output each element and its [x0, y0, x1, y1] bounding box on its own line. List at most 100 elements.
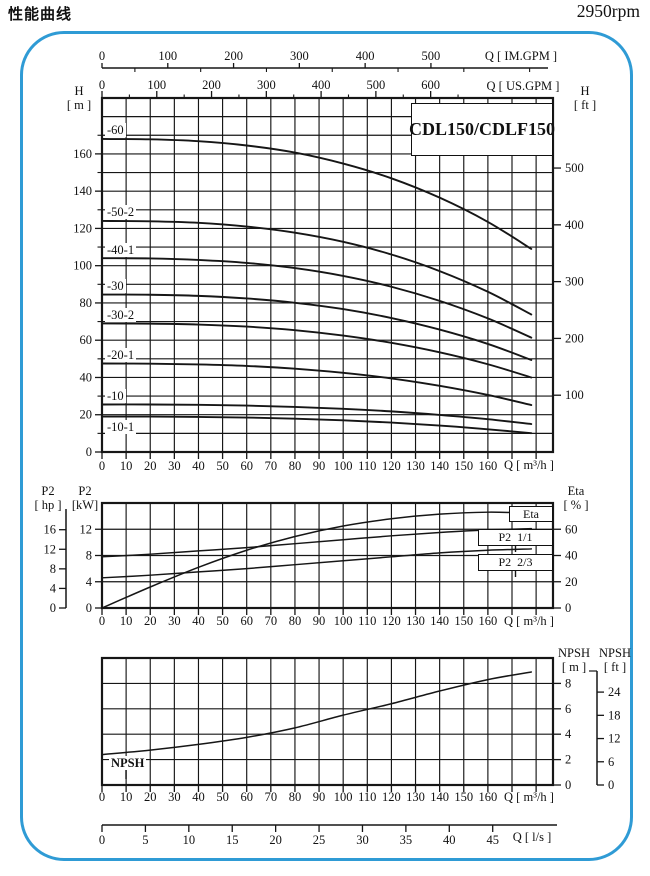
q-ls-tick-label: 5 [142, 833, 148, 847]
h-m-tick-label: 160 [73, 147, 92, 161]
q-ls-axis-label: Q [ l/s ] [512, 830, 552, 844]
mid-chart-xtick-label: 90 [313, 614, 326, 628]
npsh-chart-xtick-label: 40 [192, 790, 205, 804]
p2-hp-tick-label: 8 [50, 562, 56, 576]
main-chart-xtick-label: 70 [265, 459, 278, 473]
mid-chart-xtick-label: 110 [358, 614, 376, 628]
eta-tick-label: 40 [565, 549, 578, 563]
mid-chart-xtick-label: 150 [454, 614, 473, 628]
h-m-tick-label: 80 [80, 296, 93, 310]
npsh-m-axis-header: NPSH [ m ] [552, 646, 596, 674]
p2-hp-name: P2 [41, 484, 55, 498]
p2-kw-axis-header: P2 [kW] [65, 484, 105, 512]
im-gpm-tick-label: 0 [99, 49, 105, 63]
main-chart-xtick-label: 150 [454, 459, 473, 473]
npsh-chart-xtick-label: 150 [454, 790, 473, 804]
q-ls-tick-label: 20 [269, 833, 282, 847]
p2-hp-tick-label: 12 [44, 542, 57, 556]
p2-kw-tick-label: 12 [80, 522, 93, 536]
npsh-chart-xtick-label: 0 [99, 790, 105, 804]
mid-curve-P2-1/1 [101, 527, 533, 558]
head-ft-name: H [580, 84, 590, 98]
eta-unit: [ % ] [563, 498, 589, 512]
npsh-q-m3h-label: Q [ m³/h ] [504, 790, 554, 804]
npsh-chart-xtick-label: 110 [358, 790, 376, 804]
main-chart-border [100, 96, 555, 454]
q-ls-tick-label: 45 [486, 833, 499, 847]
p2-kw-unit: [kW] [71, 498, 99, 512]
us-gpm-axis-label: Q [ US.GPM ] [486, 79, 560, 93]
eta-tick-label: 60 [565, 522, 578, 536]
npsh-ft-tick-label: 0 [608, 778, 614, 792]
eta-name: Eta [567, 484, 585, 498]
curve-label--20-1: -20-1 [105, 347, 137, 362]
head-m-axis-header: H [ m ] [64, 84, 94, 112]
q-ls-tick-label: 15 [226, 833, 239, 847]
npsh-chart-xtick-label: 30 [168, 790, 181, 804]
q-ls-tick-label: 0 [99, 833, 105, 847]
npsh-chart-xtick-label: 160 [479, 790, 498, 804]
main-chart-xtick-label: 40 [192, 459, 205, 473]
curve-label--10: -10 [105, 388, 126, 403]
npsh-curve [101, 671, 533, 756]
h-m-tick-label: 100 [73, 259, 92, 273]
h-ft-tick-label: 100 [565, 388, 584, 402]
h-m-tick-label: 140 [73, 184, 92, 198]
main-chart-xtick-label: 60 [240, 459, 253, 473]
npsh-ft-tick-label: 12 [608, 732, 621, 746]
npsh-ft-axis-header: NPSH [ ft ] [593, 646, 637, 674]
p2-hp-tick-label: 16 [44, 523, 57, 537]
im-gpm-tick-label: 500 [422, 49, 441, 63]
mid-chart-xtick-label: 80 [289, 614, 302, 628]
h-m-tick-label: 60 [80, 333, 93, 347]
main-chart-xtick-label: 30 [168, 459, 181, 473]
p2-kw-tick-label: 0 [86, 601, 92, 615]
npsh-chart-xtick-label: 120 [382, 790, 401, 804]
p2-full-curve-label-box: P2 1/1 [478, 529, 553, 546]
h-ft-tick-label: 500 [565, 161, 584, 175]
npsh-chart-xtick-label: 100 [334, 790, 353, 804]
npsh-ft-unit: [ ft ] [603, 660, 627, 674]
mid-chart-xtick-label: 0 [99, 614, 105, 628]
h-ft-tick-label: 300 [565, 275, 584, 289]
us-gpm-tick-label: 600 [421, 78, 440, 92]
head-m-unit: [ m ] [66, 98, 92, 112]
npsh-m-tick-label: 2 [565, 753, 571, 767]
mid-chart-xtick-label: 60 [240, 614, 253, 628]
head-curve--30 [101, 293, 533, 361]
npsh-chart-xtick-label: 20 [144, 790, 157, 804]
model-title-box: CDL150/CDLF150 [409, 103, 555, 156]
main-chart-xtick-label: 20 [144, 459, 157, 473]
head-curve--10 [101, 403, 533, 426]
main-chart-xtick-label: 110 [358, 459, 376, 473]
npsh-chart-xtick-label: 70 [265, 790, 278, 804]
head-curve--30-2 [101, 322, 533, 379]
curve-label--30: -30 [105, 279, 126, 294]
im-gpm-tick-label: 300 [290, 49, 309, 63]
curve-label--50-2: -50-2 [105, 205, 137, 220]
npsh-chart-xtick-label: 10 [120, 790, 133, 804]
mid-curve-Eta [101, 511, 533, 609]
npsh-curve-label: NPSH [109, 756, 147, 770]
head-curve--20-1 [101, 362, 533, 406]
main-chart-xtick-label: 50 [216, 459, 229, 473]
p2-hp-tick-label: 4 [50, 581, 57, 595]
mid-chart-xtick-label: 140 [430, 614, 449, 628]
npsh-m-tick-label: 0 [565, 778, 571, 792]
main-chart-xtick-label: 10 [120, 459, 133, 473]
mid-chart-xtick-label: 120 [382, 614, 401, 628]
npsh-ft-tick-label: 24 [608, 685, 621, 699]
npsh-chart-xtick-label: 60 [240, 790, 253, 804]
head-ft-axis-header: H [ ft ] [567, 84, 603, 112]
eta-tick-label: 0 [565, 601, 571, 615]
q-ls-tick-label: 30 [356, 833, 369, 847]
p2-hp-tick-label: 0 [50, 601, 56, 615]
mid-chart-xtick-label: 40 [192, 614, 205, 628]
p2-partial-curve-label-box: P2 2/3 [478, 554, 553, 571]
mid-chart-xtick-label: 70 [265, 614, 278, 628]
im-gpm-tick-label: 400 [356, 49, 375, 63]
main-chart-xtick-label: 140 [430, 459, 449, 473]
mid-chart-xtick-label: 30 [168, 614, 181, 628]
h-ft-tick-label: 200 [565, 331, 584, 345]
q-ls-tick-label: 40 [443, 833, 456, 847]
